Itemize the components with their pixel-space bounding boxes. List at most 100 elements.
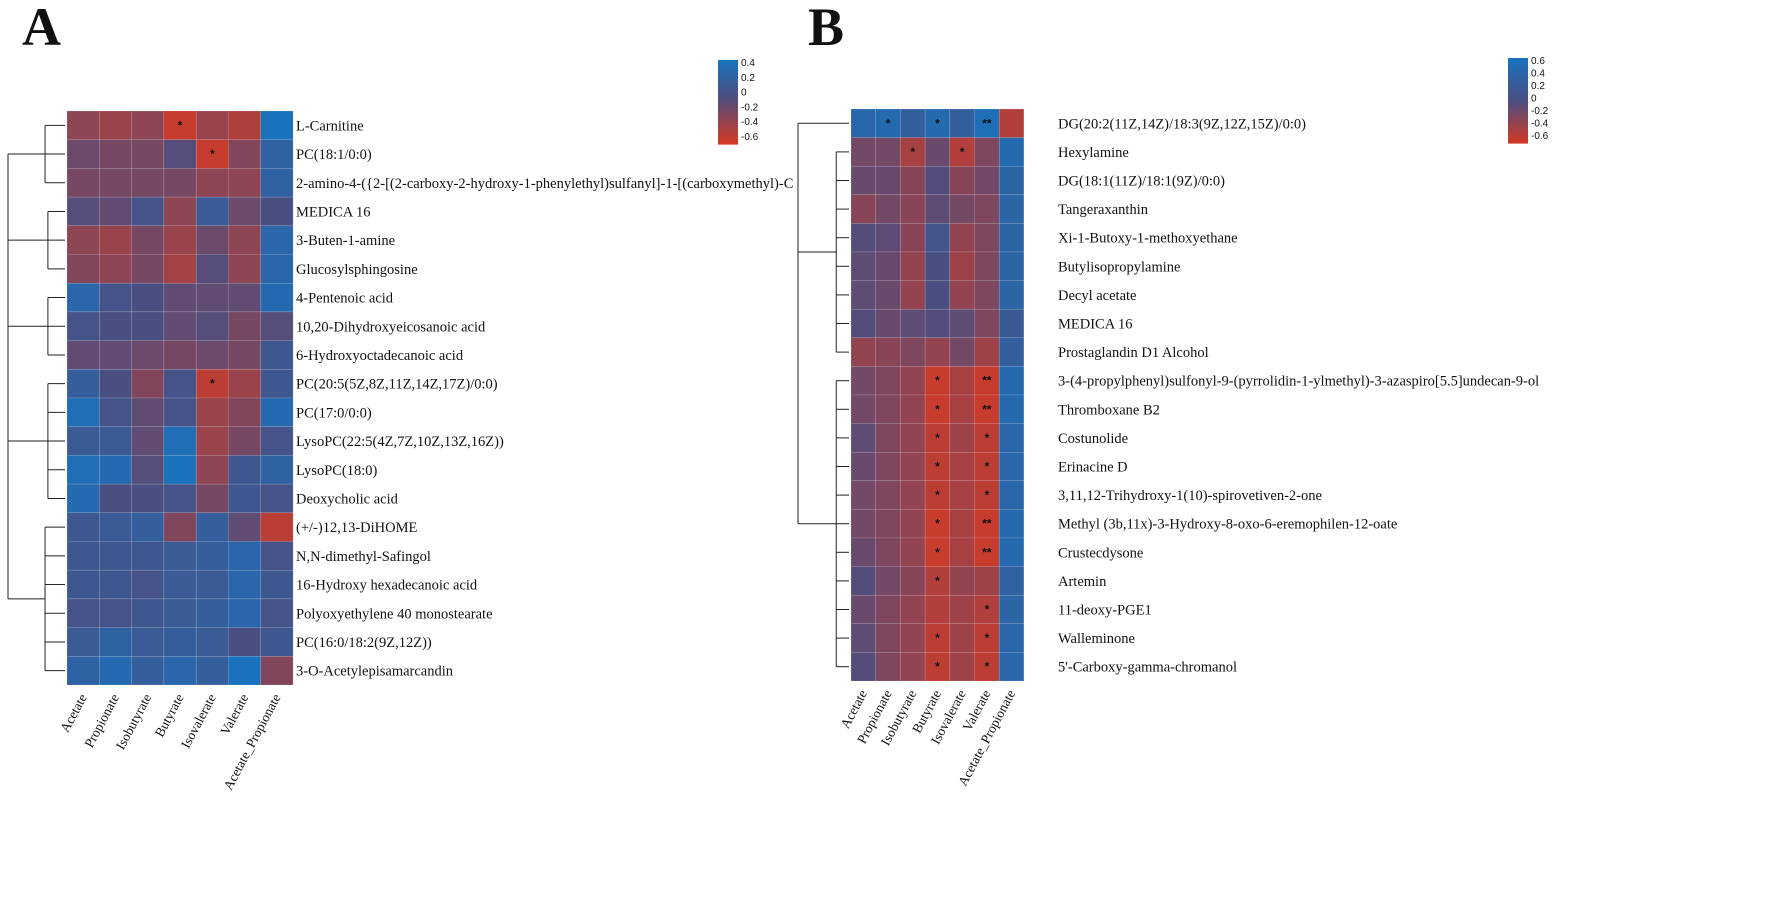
- significance-marker: *: [210, 377, 215, 391]
- heatmap-cell: [949, 594, 975, 625]
- heatmap-cell: [99, 282, 132, 313]
- significance-marker: *: [935, 574, 940, 588]
- heatmap-cell: [924, 480, 951, 510]
- heatmap-cell: [195, 569, 229, 600]
- heatmap-cell: [949, 509, 975, 539]
- legend-tick: 0.6: [1531, 56, 1545, 67]
- row-label: PC(16:0/18:2(9Z,12Z)): [296, 635, 432, 651]
- legend-swatch: [718, 76, 738, 80]
- legend-swatch: [1508, 81, 1528, 85]
- legend-swatch: [1508, 92, 1528, 95]
- heatmap-cell: [974, 366, 1000, 396]
- legend-swatch: [718, 72, 738, 76]
- row-label: Walleminone: [1058, 631, 1135, 647]
- heatmap-cell: [900, 480, 926, 510]
- heatmap-cell: [998, 337, 1025, 367]
- heatmap-cell: [99, 483, 132, 514]
- legend-swatch: [718, 110, 738, 114]
- legend-swatch: [718, 70, 738, 74]
- significance-marker: *: [935, 116, 940, 130]
- heatmap-cell: [99, 656, 132, 686]
- significance-marker: *: [935, 431, 940, 445]
- legend-swatch: [1508, 111, 1528, 114]
- significance-marker: *: [210, 147, 215, 161]
- row-label: Glucosylsphingosine: [296, 262, 418, 278]
- legend-swatch: [1508, 123, 1528, 127]
- legend-swatch: [1508, 75, 1528, 78]
- heatmap-cell: [875, 623, 901, 653]
- row-label: 5'-Carboxy-gamma-chromanol: [1058, 660, 1237, 676]
- row-label: 3,11,12-Trihydroxy-1(10)-spirovetiven-2-…: [1058, 488, 1322, 504]
- heatmap-cell: [228, 311, 262, 341]
- heatmap-cell: [875, 251, 901, 281]
- heatmap-cell: [875, 423, 901, 453]
- heatmap-cell: [195, 397, 229, 427]
- legend-swatch: [1508, 121, 1528, 125]
- heatmap-cell: [998, 423, 1025, 453]
- legend-swatch: [718, 116, 738, 120]
- heatmap-cell: [163, 139, 197, 169]
- heatmap-cell: [850, 451, 876, 482]
- heatmap-cell: [99, 369, 132, 399]
- row-label: 11-deoxy-PGE1: [1058, 603, 1152, 619]
- legend-swatch: [1508, 119, 1528, 123]
- legend-swatch: [1508, 100, 1528, 104]
- heatmap-cell: [66, 254, 100, 284]
- row-label: Thromboxane B2: [1058, 402, 1160, 418]
- row-label: Crustecdysone: [1058, 545, 1143, 561]
- heatmap-cell: [260, 110, 294, 140]
- heatmap-cell: [228, 225, 262, 255]
- heatmap-cell: [195, 340, 229, 370]
- row-label: Deoxycholic acid: [296, 491, 399, 507]
- heatmap-cell: [195, 139, 229, 169]
- heatmap-cell: [99, 426, 132, 456]
- heatmap-cell: [228, 627, 262, 657]
- heatmap-cell: [195, 455, 229, 485]
- row-label: LysoPC(22:5(4Z,7Z,10Z,13Z,16Z)): [296, 434, 504, 450]
- heatmap-cell: [998, 537, 1025, 567]
- heatmap-cell: [228, 656, 262, 686]
- heatmap-cell: [949, 451, 975, 482]
- heatmap-cell: [163, 627, 197, 657]
- legend-swatch: [1508, 83, 1528, 87]
- significance-marker: **: [982, 545, 992, 559]
- legend-swatch: [718, 106, 738, 109]
- legend-swatch: [718, 104, 738, 107]
- legend-tick: -0.2: [1531, 106, 1549, 117]
- legend-swatch: [1508, 68, 1528, 72]
- legend-swatch: [718, 141, 738, 145]
- heatmap-cell: [875, 537, 901, 567]
- heatmap-cell: [131, 139, 165, 169]
- legend-swatch: [1508, 89, 1528, 93]
- heatmap-cell: [998, 652, 1025, 682]
- heatmap-cell: [99, 340, 132, 370]
- heatmap-cell: [900, 652, 926, 682]
- heatmap-cell: [974, 623, 1000, 653]
- legend-swatch: [718, 91, 738, 95]
- heatmap-cell: [195, 541, 229, 571]
- heatmap-cell: [228, 254, 262, 284]
- significance-marker: *: [178, 118, 183, 132]
- heatmap-cell: [850, 108, 876, 138]
- heatmap-cell: [195, 168, 229, 198]
- heatmap-cell: [99, 225, 132, 255]
- heatmap-cell: [850, 594, 876, 625]
- legend-swatch: [1508, 79, 1528, 82]
- heatmap-cell: [260, 340, 294, 370]
- heatmap-cell: [949, 423, 975, 453]
- row-label: Artemin: [1058, 574, 1107, 590]
- legend-tick: 0: [741, 88, 747, 99]
- legend-swatch: [718, 62, 738, 65]
- heatmap-cell: [900, 337, 926, 367]
- legend-swatch: [1508, 85, 1528, 89]
- heatmap-cell: [260, 139, 294, 169]
- significance-marker: *: [935, 545, 940, 559]
- legend-swatch: [718, 97, 738, 101]
- heatmap-cell: [195, 483, 229, 514]
- heatmap-cell: [195, 196, 229, 227]
- column-label: Butyrate: [152, 691, 187, 739]
- row-labels-a: L-Carnitine PC(18:1/0:0) 2-amino-4-({2-[(2…: [296, 118, 793, 679]
- heatmap-cell: [850, 394, 876, 424]
- heatmap-cell: [875, 308, 901, 339]
- heatmap-cell: [998, 223, 1025, 253]
